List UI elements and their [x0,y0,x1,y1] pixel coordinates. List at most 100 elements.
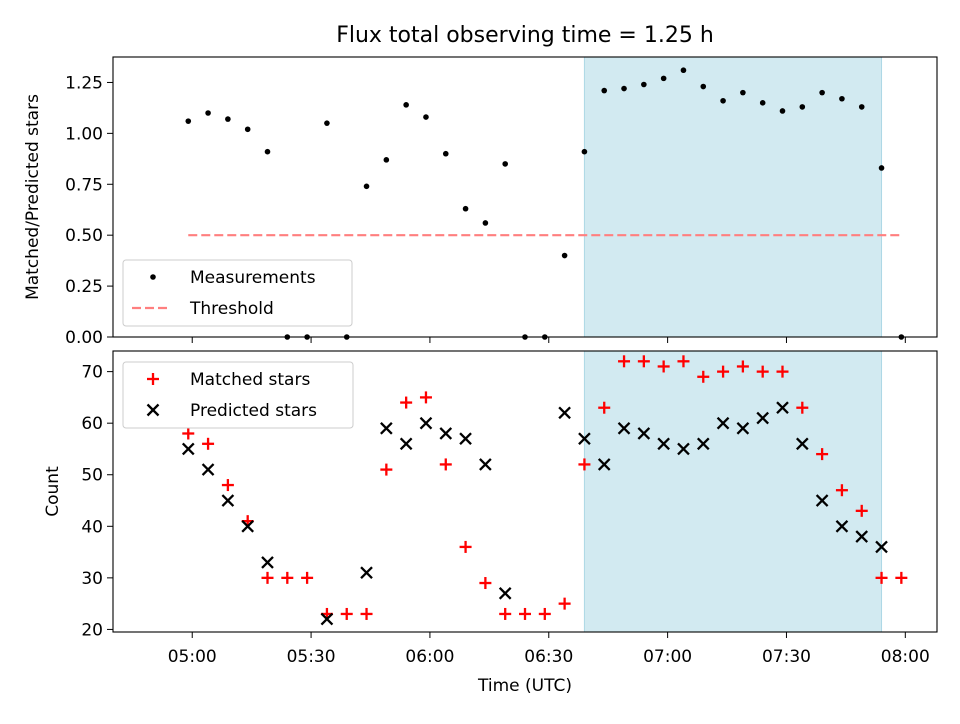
matched-star-point [202,437,215,450]
x-b [320,612,334,626]
x-b [221,494,235,507]
predicted-star-point [696,437,710,451]
ratio-ytick-label: 0.00 [65,328,103,348]
predicted-star-point [795,437,809,451]
x-b [875,540,888,554]
measurement-point [641,81,647,88]
x-b [459,432,472,445]
measurement-point [720,97,726,104]
matched-star-point [776,365,789,378]
measurement-point [324,120,330,126]
count-ytick-label: 60 [81,414,103,434]
count-xtick-label: 06:00 [405,647,454,667]
count-xtick-label: 07:00 [643,647,692,667]
measurement-point [799,104,806,110]
count-xtick-label: 05:00 [168,647,217,667]
matched-star-point [875,571,888,584]
matched-star-point [895,571,908,584]
predicted-star-point [459,432,472,445]
count-xtick-label: 05:30 [287,647,336,667]
ratio-observing-span [583,56,883,338]
matched-star-point [182,427,195,440]
measurement-point [185,118,192,124]
x-b [637,427,651,440]
x-b [776,401,789,415]
legend-marker [150,274,156,280]
x-b [855,530,869,543]
matched-star-point [558,597,571,610]
count-ytick-label: 50 [81,466,103,486]
chart-title: Flux total observing time = 1.25 h [336,23,714,48]
predicted-star-point [380,422,393,435]
count-ytick-label: 70 [81,363,103,383]
predicted-star-point [498,587,512,600]
matched-star-point [459,540,472,553]
x-b [360,566,373,580]
predicted-star-point [657,437,670,451]
matched-star-point [380,463,393,476]
x-b [479,458,492,471]
predicted-star-point [221,494,235,507]
matched-star-point [677,355,690,368]
matched-star-point [756,365,769,378]
x-b [399,437,413,451]
measurement-point [363,183,370,190]
legend-label: Measurements [190,268,316,288]
x-b [657,437,670,451]
measurement-point [700,83,707,90]
measurement-point [205,110,211,116]
x-b [201,463,215,476]
predicted-star-point [181,442,195,456]
matched-star-point [340,607,353,620]
ratio-ytick-label: 1.25 [65,73,103,93]
matched-star-point [736,360,749,373]
x-b [419,416,433,430]
x-b [241,519,255,533]
measurement-point [680,67,687,74]
x-b [261,556,274,569]
count-ylabel: Count [43,466,63,517]
predicted-star-point [776,401,789,415]
matched-star-point [598,401,611,414]
x-b [498,587,512,600]
matched-star-point [697,370,710,383]
x-b [756,411,770,425]
predicted-star-point [716,416,730,430]
measurement-point [601,87,608,94]
predicted-star-point [399,437,413,451]
measurement-point [264,148,271,155]
x-b [835,519,849,533]
predicted-star-point [241,519,255,533]
x-b [578,432,591,445]
count-xlabel: Time (UTC) [477,676,572,696]
measurement-point [403,102,409,108]
matched-star-point [261,571,274,584]
predicted-star-point [479,458,492,471]
matched-star-point [479,577,492,590]
predicted-star-point [261,556,274,569]
measurement-point [502,161,508,167]
measurement-point [819,89,825,96]
count-xtick-label: 08:00 [881,647,930,667]
predicted-star-point [578,432,591,445]
measurement-point [442,150,449,157]
predicted-star-point [360,566,373,580]
count-ytick-label: 40 [81,517,103,537]
measurement-point [225,116,231,122]
x-b [696,437,710,451]
x-b [146,403,160,417]
matched-star-point [301,571,314,584]
x-b [677,442,690,456]
predicted-star-point [419,416,433,430]
x-b [380,422,393,435]
ratio-ytick-label: 0.50 [65,226,103,246]
predicted-star-point [439,427,453,440]
matched-star-point [519,607,531,620]
measurement-point [581,148,588,155]
measurement-point [462,205,469,212]
count-observing-span [583,350,883,633]
matched-star-point [796,401,809,414]
ratio-ylabel: Matched/Predicted stars [23,94,43,300]
x-b [439,427,453,440]
predicted-star-point [558,406,571,420]
